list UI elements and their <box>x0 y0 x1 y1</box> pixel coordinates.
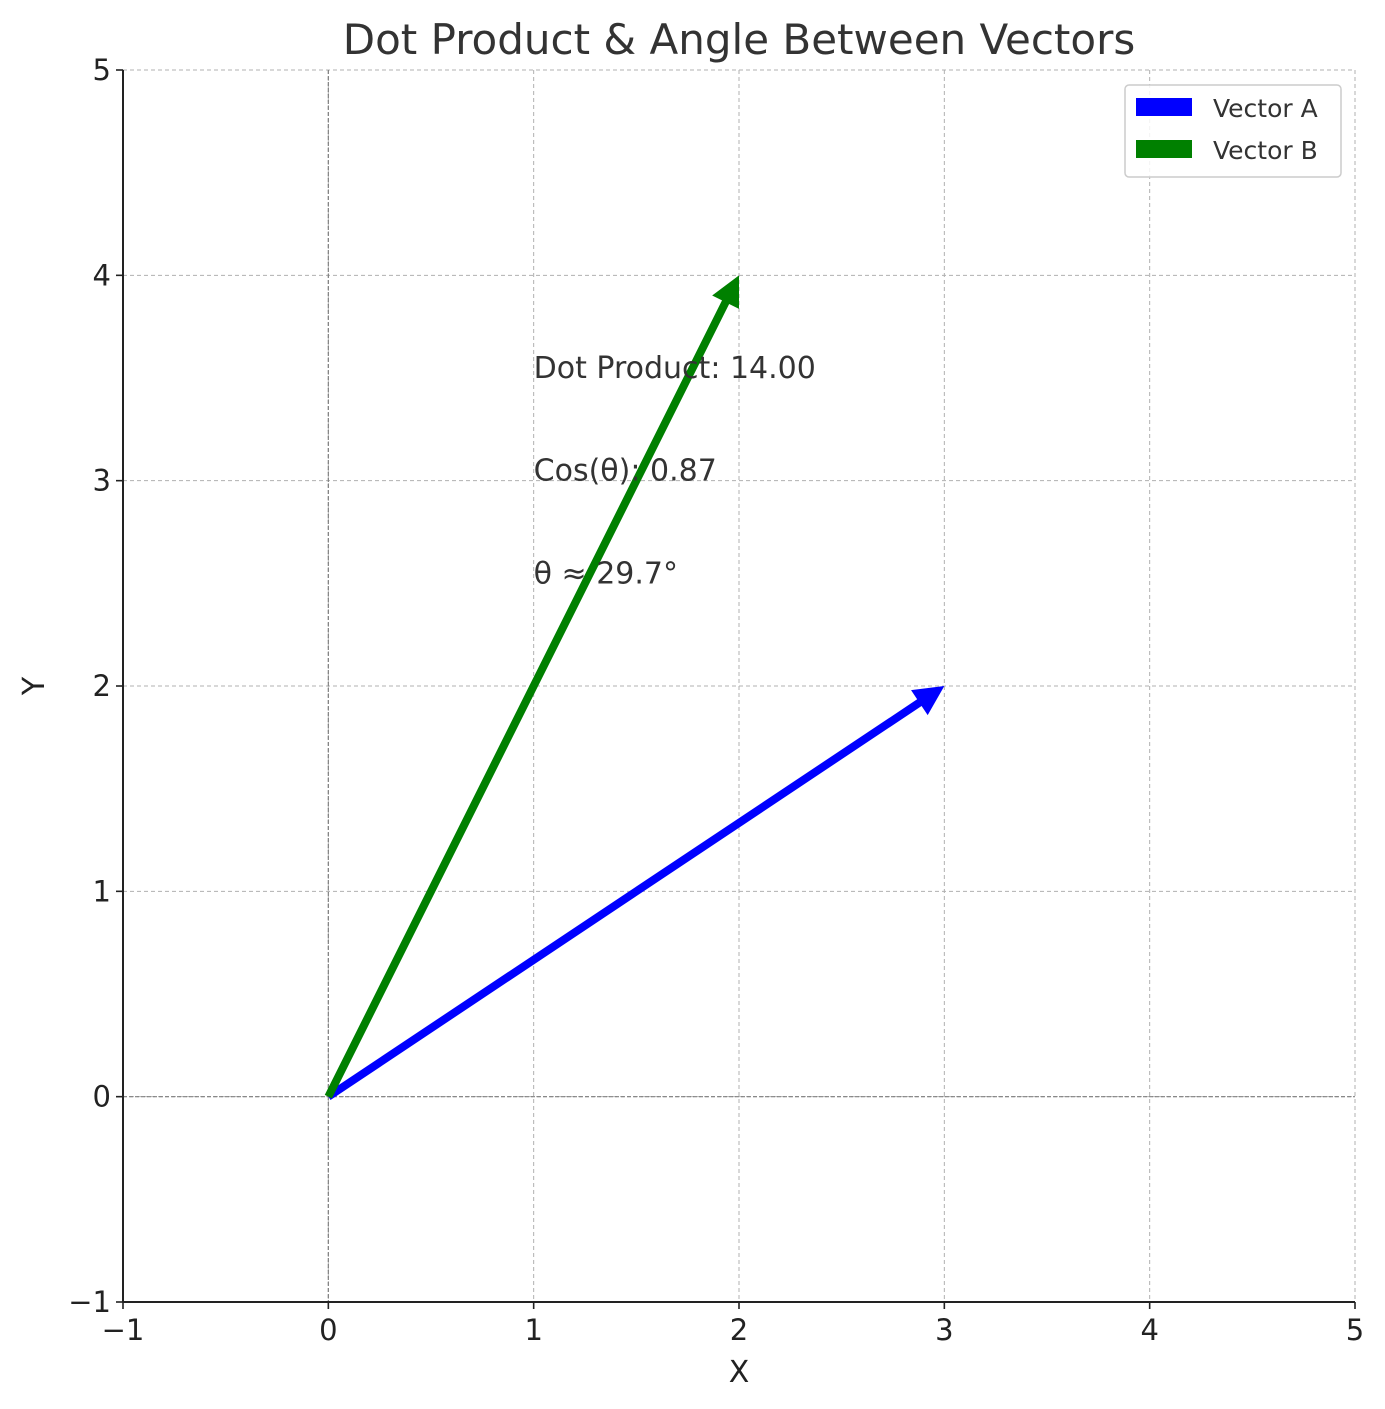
y-tick-label: 2 <box>93 669 111 703</box>
chart-title: Dot Product & Angle Between Vectors <box>343 15 1135 64</box>
annotation-text: Cos(θ): 0.87 <box>534 454 717 489</box>
ticks: −1 0 1 2 3 4 5 −1 0 1 2 3 4 5 <box>68 53 1364 1347</box>
annotation-text: Dot Product: 14.00 <box>534 351 816 386</box>
y-tick-label: −1 <box>68 1285 111 1319</box>
y-tick-label: 3 <box>93 464 111 498</box>
x-axis-label: X <box>729 1355 750 1390</box>
legend-swatch-vector-a <box>1136 98 1192 116</box>
vectors <box>324 275 945 1100</box>
legend: Vector A Vector B <box>1124 84 1342 178</box>
x-tick-label: 1 <box>524 1313 542 1347</box>
y-tick-label: 1 <box>93 874 111 908</box>
legend-label-vector-b: Vector B <box>1213 136 1318 165</box>
y-tick-label: 4 <box>93 258 111 292</box>
y-axis-label: Y <box>17 676 52 696</box>
x-tick-label: −1 <box>102 1313 145 1347</box>
legend-label-vector-a: Vector A <box>1213 94 1318 123</box>
grid <box>123 69 1356 1302</box>
y-tick-label: 0 <box>93 1080 111 1114</box>
x-tick-label: 2 <box>730 1313 748 1347</box>
vector-arrow-vector-b <box>324 275 739 1099</box>
x-tick-label: 3 <box>935 1313 953 1347</box>
vector-arrow-vector-a <box>326 686 945 1100</box>
x-tick-label: 0 <box>319 1313 337 1347</box>
x-tick-label: 5 <box>1346 1313 1364 1347</box>
annotation-text: θ ≈ 29.7° <box>534 556 678 591</box>
y-tick-label: 5 <box>93 53 111 87</box>
x-tick-label: 4 <box>1140 1313 1158 1347</box>
annotations: Dot Product: 14.00 Cos(θ): 0.87 θ ≈ 29.7° <box>534 351 816 591</box>
legend-swatch-vector-b <box>1136 140 1192 158</box>
